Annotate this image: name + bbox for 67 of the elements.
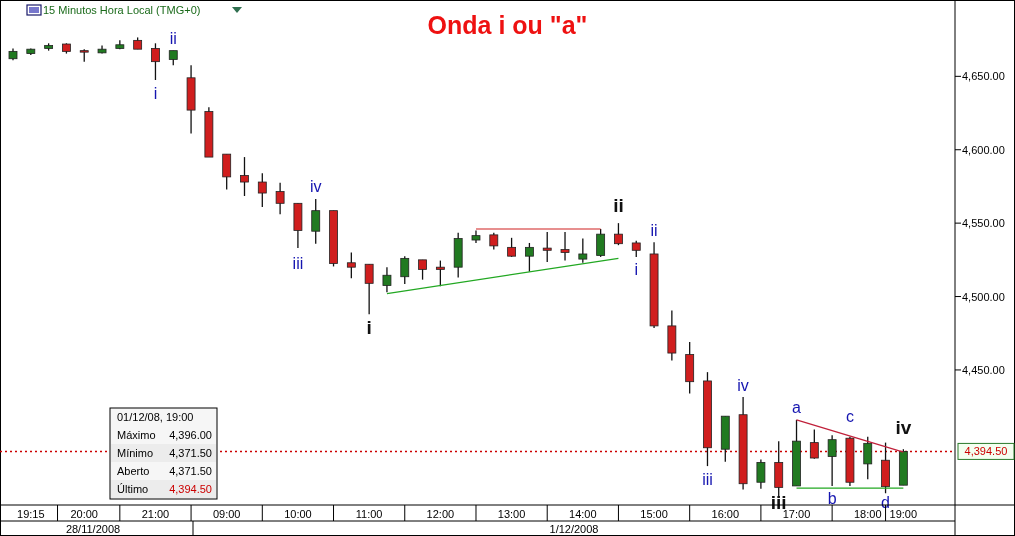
y-tick-label: 4,500.00	[962, 290, 1005, 303]
annotation: iii	[702, 470, 713, 488]
candlestick	[400, 255, 410, 285]
x-tick-label: 12:00	[426, 508, 455, 520]
annotation: ii	[613, 194, 624, 216]
text: 28/11/2008	[65, 523, 121, 535]
x-tick-label: 11:00	[355, 508, 383, 520]
candlestick	[346, 251, 356, 279]
candlestick	[525, 242, 534, 273]
x-tick-label: 19:00	[889, 508, 918, 520]
annotation: iv	[895, 416, 912, 438]
x-tick-label: 20:00	[70, 508, 98, 520]
candlestick	[275, 182, 285, 215]
x-tick-label: 18:00	[853, 508, 882, 520]
y-tick-label: 4,550.00	[962, 217, 1005, 230]
annotation: d	[881, 493, 891, 511]
x-tick-label: 16:00	[711, 508, 740, 520]
text: 1/12/2008	[549, 523, 599, 535]
chart-title: Onda i ou "a"	[427, 11, 588, 39]
candlestick	[418, 259, 427, 281]
candlestick	[507, 237, 516, 258]
annotation: iv	[737, 376, 749, 394]
candlestick	[382, 266, 392, 293]
y-tick-label: 4,650.00	[962, 70, 1005, 83]
x-tick-label: 14:00	[569, 508, 597, 520]
candlestick	[863, 436, 873, 480]
x-tick-label: 21:00	[141, 508, 170, 520]
x-tick-label: 17:00	[782, 508, 811, 520]
candlestick	[827, 434, 837, 487]
candlestick	[240, 156, 249, 197]
annotation: iv	[309, 178, 322, 196]
annotation: i	[634, 261, 639, 279]
candlestick	[364, 263, 374, 315]
candlestick	[311, 198, 321, 245]
annotation: ii	[169, 30, 177, 48]
candlestick	[756, 458, 766, 490]
x-tick-label: 10:00	[284, 508, 312, 520]
ref-line-label: 4,394.50	[964, 445, 1008, 458]
annotation: iii	[292, 254, 304, 272]
annotation: b	[827, 490, 837, 508]
annotation: i	[366, 316, 372, 338]
x-tick-label: 09:00	[212, 508, 241, 520]
y-tick-label: 4,450.00	[962, 363, 1005, 376]
candlestick	[614, 222, 623, 246]
candlestick	[578, 237, 588, 264]
text: Último 4,394.50	[117, 483, 212, 495]
annotation: i	[153, 84, 158, 102]
candlestick	[542, 231, 552, 263]
text: Mínimo 4,371.50	[117, 447, 212, 459]
text: Aberto 4,371.50	[117, 465, 212, 477]
y-tick-label: 4,600.00	[962, 143, 1005, 156]
x-tick-label: 19:15	[17, 508, 45, 520]
candlestick	[257, 172, 267, 208]
candlestick	[560, 231, 570, 262]
annotation: a	[792, 399, 802, 417]
annotation: ii	[650, 221, 658, 239]
candlestick	[222, 153, 232, 191]
annotation: c	[845, 408, 854, 426]
candlestick	[151, 42, 160, 81]
chart-subtitle: 15 Minutos Hora Local (TMG+0)	[43, 4, 201, 16]
x-tick-label: 13:00	[497, 508, 526, 520]
x-tick-label: 15:00	[640, 508, 668, 520]
annotation: 01/12/08, 19:00	[117, 411, 194, 423]
text: Máximo 4,396.00	[117, 429, 212, 441]
candlestick	[435, 259, 445, 287]
candlestick	[809, 428, 819, 460]
candlestick	[596, 228, 606, 258]
